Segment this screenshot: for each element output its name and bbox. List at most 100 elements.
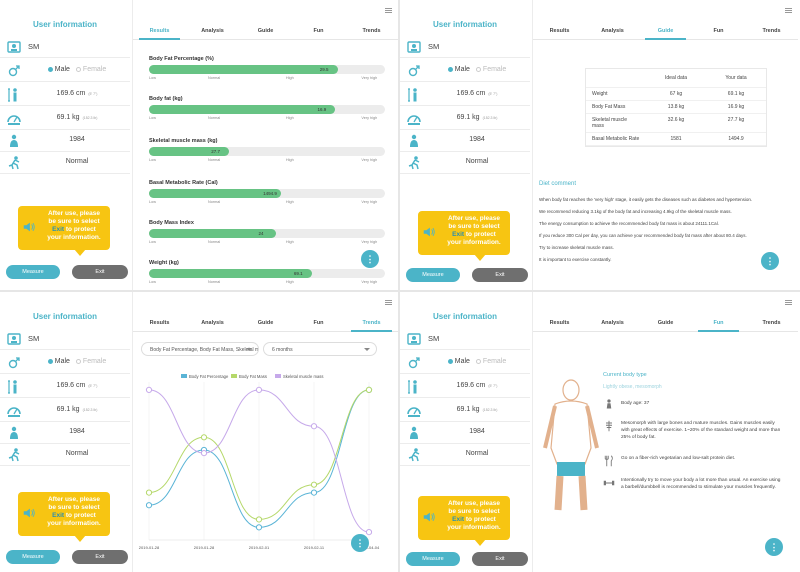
activity-value: Normal	[65, 450, 89, 457]
more-options-fab[interactable]: ⋮	[765, 538, 783, 556]
menu-icon[interactable]	[785, 300, 792, 305]
tab-results[interactable]: Results	[133, 22, 186, 40]
table-row: Basal Metabolic Rate 1581 1494.9	[586, 133, 766, 146]
info-row-weight: 69.1 kg (152.3 lb)	[400, 108, 530, 130]
female-label: Female	[482, 358, 507, 365]
tab-trends[interactable]: Trends	[762, 28, 781, 34]
scale-label: Very high	[361, 280, 378, 284]
tab-trends[interactable]: Trends	[762, 320, 781, 326]
male-radio[interactable]	[447, 66, 453, 72]
person-icon	[410, 426, 418, 439]
notice-line-3-text: to protect	[465, 231, 496, 238]
female-radio[interactable]	[475, 66, 481, 72]
range-select[interactable]: 6 months	[263, 342, 377, 356]
diet-comment-line: Try to increase skeletal muscle mass.	[539, 245, 614, 250]
tab-guide[interactable]: Guide	[257, 28, 274, 34]
metric-label: Body Fat Percentage (%)	[149, 56, 214, 62]
screen-results: User information SM Male Female 169.6 cm (5' …	[0, 0, 398, 290]
female-radio[interactable]	[75, 358, 81, 364]
tab-results[interactable]: Results	[149, 320, 170, 326]
table-row: Weight 67 kg 69.1 kg	[586, 88, 766, 101]
tab-results[interactable]: Results	[549, 320, 570, 326]
tab-fun[interactable]: Fun	[692, 314, 745, 332]
info-row-gender[interactable]: Male Female	[0, 60, 130, 82]
tab-fun[interactable]: Fun	[313, 320, 324, 326]
metric-bar-fill	[149, 189, 282, 198]
info-value-weight: 69.1 kg (152.3 lb)	[428, 406, 526, 413]
metric-bar-fill	[149, 229, 277, 238]
diet-comment-line: The energy consumption to achieve the re…	[539, 221, 719, 226]
female-radio[interactable]	[75, 66, 81, 72]
tab-analysis[interactable]: Analysis	[601, 28, 624, 34]
result-metric: Basal Metabolic Rate (Cal) 1494.9 Low Norma…	[149, 180, 385, 208]
diet-comment-line: If you reduce 300 Cal per day, you can a…	[539, 233, 747, 238]
x-tick-label: 2019-02-11	[304, 545, 325, 550]
female-radio[interactable]	[475, 358, 481, 364]
measure-button[interactable]: Measure	[406, 268, 460, 282]
tab-guide[interactable]: Guide	[639, 22, 692, 40]
info-row-gender[interactable]: Male Female	[0, 352, 130, 374]
more-options-fab[interactable]: ⋮	[351, 534, 369, 552]
exit-button[interactable]: Exit	[472, 268, 528, 282]
tab-trends[interactable]: Trends	[345, 314, 398, 332]
scale-label: High	[285, 240, 294, 244]
tab-analysis[interactable]: Analysis	[201, 320, 224, 326]
measure-button[interactable]: Measure	[6, 265, 60, 279]
info-value-initials: SM	[28, 42, 126, 51]
tab-guide[interactable]: Guide	[257, 320, 274, 326]
tab-fun[interactable]: Fun	[313, 28, 324, 34]
more-options-fab[interactable]: ⋮	[761, 252, 779, 270]
tab-results[interactable]: Results	[549, 28, 570, 34]
tab-trends[interactable]: Trends	[362, 28, 381, 34]
scale-gauge-icon	[407, 115, 421, 125]
tab-guide[interactable]: Guide	[657, 320, 674, 326]
height-value: 169.6 cm	[456, 90, 486, 97]
weight-value: 69.1 kg	[56, 114, 80, 121]
weight-value: 69.1 kg	[456, 114, 480, 121]
exit-button[interactable]: Exit	[72, 550, 128, 564]
male-label: Male	[454, 66, 470, 73]
info-row-height: 169.6 cm (5' 7")	[0, 376, 130, 398]
female-option[interactable]: Female	[475, 358, 507, 365]
notice-line-3-text: to protect	[465, 516, 496, 523]
more-options-fab[interactable]: ⋮	[361, 250, 379, 268]
privacy-notice-bubble: After use, please be sure to select Exit t…	[418, 496, 510, 546]
user-info-column: User information SM Male Female 169.6 cm (5' …	[400, 0, 530, 290]
scale-label: Very high	[361, 200, 378, 204]
birth-year-value: 1984	[469, 136, 485, 143]
fun-text: Mesomorph with large bones and mature mu…	[621, 421, 781, 440]
male-radio[interactable]	[447, 358, 453, 364]
female-option[interactable]: Female	[75, 358, 106, 365]
scale-label: Normal	[208, 280, 221, 284]
menu-icon[interactable]	[385, 8, 392, 13]
info-row-gender[interactable]: Male Female	[400, 60, 530, 82]
exit-button[interactable]: Exit	[72, 265, 128, 279]
exit-button[interactable]: Exit	[472, 552, 528, 566]
tab-analysis[interactable]: Analysis	[201, 28, 224, 34]
data-point	[310, 489, 318, 496]
menu-icon[interactable]	[385, 300, 392, 305]
info-row-weight: 69.1 kg (152.3 lb)	[0, 108, 130, 130]
result-metric: Skeletal muscle mass (kg) 27.7 Low Normal Hi…	[149, 138, 385, 166]
menu-icon[interactable]	[785, 8, 792, 13]
notice-tail	[474, 254, 486, 261]
female-option[interactable]: Female	[475, 66, 507, 73]
info-row-birth-year: 1984	[400, 130, 530, 152]
metric-bar-track: 24	[149, 229, 385, 238]
privacy-notice-text: After use, please be sure to select Exit t…	[40, 210, 108, 242]
male-radio[interactable]	[47, 66, 53, 72]
metric-label: Basal Metabolic Rate (Cal)	[149, 180, 218, 186]
measure-button[interactable]: Measure	[406, 552, 460, 566]
info-row-height: 169.6 cm (5' 7")	[0, 84, 130, 106]
tab-analysis[interactable]: Analysis	[601, 320, 624, 326]
measure-button[interactable]: Measure	[6, 550, 60, 564]
female-label: Female	[482, 66, 507, 73]
scale-gauge-icon	[7, 407, 21, 417]
metric-select[interactable]: Body Fat Percentage, Body Fat Mass, Skel…	[141, 342, 259, 356]
scale-label: High	[285, 76, 294, 80]
male-radio[interactable]	[47, 358, 53, 364]
female-option[interactable]: Female	[75, 66, 106, 73]
info-row-gender[interactable]: Male Female	[400, 352, 530, 374]
tab-fun[interactable]: Fun	[713, 28, 724, 34]
scale-label: Normal	[208, 158, 221, 162]
